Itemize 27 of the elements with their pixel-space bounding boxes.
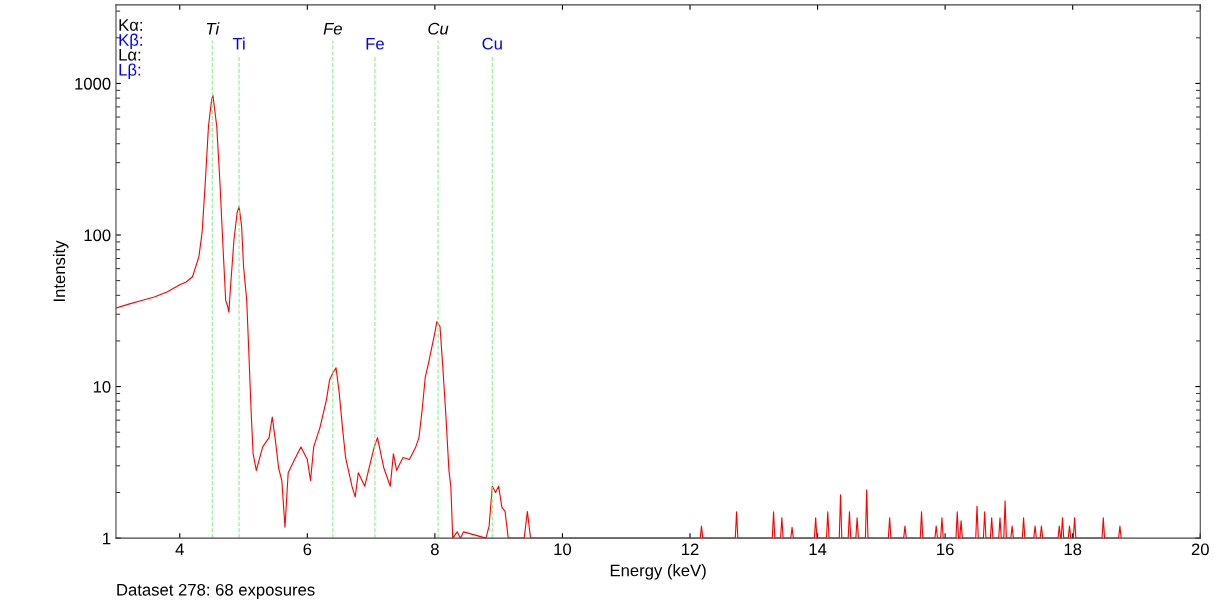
- ref-line-label: Fe: [366, 37, 384, 50]
- x-tick-label: 18: [1064, 543, 1082, 556]
- y-tick-label: 100: [84, 229, 111, 242]
- x-tick-label: 14: [809, 543, 827, 556]
- y-tick-label: 1: [103, 532, 111, 545]
- annotation: Kα:: [119, 19, 143, 31]
- y-tick-label: 1000: [75, 77, 111, 90]
- x-tick-label: 6: [303, 543, 312, 556]
- x-tick-label: 12: [682, 543, 699, 556]
- x-tick-label: 4: [175, 543, 184, 556]
- annotation: Lβ:: [119, 63, 141, 79]
- ref-line-label: Ti: [206, 22, 220, 35]
- x-tick-label: 20: [1191, 543, 1209, 556]
- y-tick-label: 10: [93, 380, 111, 393]
- text: Dataset 278: 68 exposures: [117, 583, 315, 599]
- ref-line-label: Fe: [323, 22, 342, 35]
- y-axis-title: Intensity: [52, 240, 69, 301]
- x-tick-label: 8: [430, 543, 439, 556]
- ref-line-label: Cu: [428, 22, 449, 35]
- annotation: Kβ:: [119, 33, 142, 50]
- line-series: [115, 94, 1122, 539]
- ref-line-label: Cu: [482, 37, 502, 50]
- annotation: Lα:: [119, 49, 141, 61]
- x-tick-label: 16: [937, 543, 954, 556]
- ref-line-label: Ti: [232, 37, 245, 50]
- x-axis-title: Energy (keV): [610, 564, 706, 580]
- x-tick-label: 10: [554, 543, 572, 556]
